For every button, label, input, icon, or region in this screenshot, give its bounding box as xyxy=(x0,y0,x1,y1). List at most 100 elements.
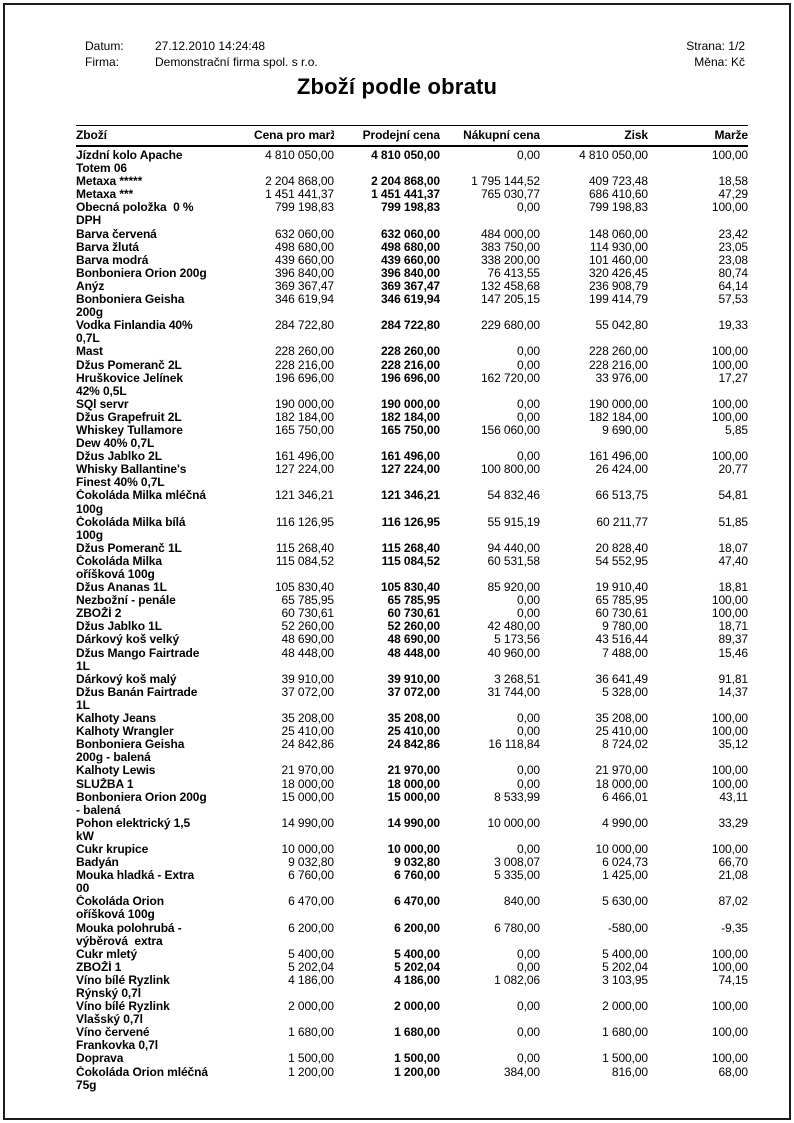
marze-cell: 100,00 xyxy=(711,606,748,621)
marze-cell: 35,12 xyxy=(718,737,748,752)
zisk-cell: 114 930,00 xyxy=(589,239,648,254)
zisk-cell: 4 810 050,00 xyxy=(579,148,648,162)
marze-cell: 23,05 xyxy=(718,239,748,254)
zisk-cell: 60 730,61 xyxy=(595,606,649,621)
table-row: Čokoláda Milka oříšková 100g 115 084,52 11… xyxy=(76,553,748,581)
nakupni-cena-cell: 3 268,51 xyxy=(494,671,540,686)
column-header-zbozi: Zboží xyxy=(76,125,254,147)
cena-pro-marzi-cell: 228 260,00 xyxy=(274,344,334,359)
cena-pro-marzi-cell: 115 268,40 xyxy=(275,540,334,555)
nakupni-cena-cell: 0,00 xyxy=(517,841,540,856)
zisk-cell: 54 552,95 xyxy=(595,553,649,568)
nakupni-cena-cell: 765 030,77 xyxy=(480,187,540,202)
marze-cell: 14,37 xyxy=(718,684,748,699)
table-row: Džus Grapefruit 2L 182 184,00 182 184,00 0,… xyxy=(76,409,748,424)
marze-cell: 47,40 xyxy=(718,553,748,568)
marze-cell: 100,00 xyxy=(711,449,748,464)
cena-pro-marzi-cell: 18 000,00 xyxy=(281,776,335,791)
name-cell: Víno červené Frankovka 0,7l xyxy=(76,1026,158,1053)
marze-cell: 100,00 xyxy=(711,593,748,608)
table-row: Cukr krupice 10 000,00 10 000,00 0,00 10 000… xyxy=(76,841,748,856)
table-row: Kalhoty Jeans 35 208,00 35 208,00 0,00 35 20… xyxy=(76,711,748,725)
report-table-body: Jízdní kolo Apache Totem 06 4 810 050,00 4… xyxy=(76,146,748,1092)
nakupni-cena-cell: 1 795 144,52 xyxy=(471,174,540,189)
name-cell: Dárkový koš velký xyxy=(76,633,180,647)
nakupni-cena-cell: 0,00 xyxy=(517,776,540,791)
report-table: Zboží Cena pro marži Prodejní cena Nákup… xyxy=(76,125,748,1092)
nakupni-cena-cell: 0,00 xyxy=(517,1025,540,1040)
prodejni-cena-cell: 9 032,80 xyxy=(394,855,440,870)
name-cell: Kalhoty Lewis xyxy=(76,764,156,778)
nakupni-cena-cell: 156 060,00 xyxy=(480,422,540,437)
marze-cell: 80,74 xyxy=(718,265,748,280)
nakupni-cena-cell: 0,00 xyxy=(517,409,540,424)
zisk-cell: 236 908,79 xyxy=(588,278,648,293)
cena-pro-marzi-cell: 21 970,00 xyxy=(281,763,335,778)
company-value: Demonstrační firma spol. s r.o. xyxy=(155,55,318,69)
name-cell: Whisky Ballantine's Finest 40% 0,7L xyxy=(76,463,187,490)
company-row: Firma: Demonstrační firma spol. s r.o. xyxy=(85,54,318,70)
cena-pro-marzi-cell: 116 126,95 xyxy=(275,514,334,529)
marze-cell: 5,85 xyxy=(725,422,748,437)
nakupni-cena-cell: 0,00 xyxy=(517,200,540,215)
marze-cell: 51,85 xyxy=(718,514,748,529)
name-cell: Jízdní kolo Apache Totem 06 xyxy=(76,148,183,176)
name-cell: Vodka Finlandia 40% 0,7L xyxy=(76,319,193,346)
name-cell: Čokoláda Milka oříšková 100g xyxy=(76,554,162,581)
nakupni-cena-cell: 384,00 xyxy=(503,1064,540,1079)
prodejni-cena-cell: 52 260,00 xyxy=(387,619,441,634)
cena-pro-marzi-cell: 4 186,00 xyxy=(288,972,334,987)
zisk-cell: 26 424,00 xyxy=(595,462,649,477)
marze-cell: 74,15 xyxy=(718,972,748,987)
zisk-cell: 199 414,79 xyxy=(588,292,648,307)
nakupni-cena-cell: 383 750,00 xyxy=(480,239,540,254)
prodejni-cena-cell: 632 060,00 xyxy=(380,226,440,241)
prodejni-cena-cell: 4 186,00 xyxy=(394,972,440,987)
table-row: Whisky Ballantine's Finest 40% 0,7L 127 2… xyxy=(76,463,748,489)
table-row: Bonboniera Geisha 200g - balená 24 842,86… xyxy=(76,738,748,764)
name-cell: Bonboniera Orion 200g - balená xyxy=(76,790,207,817)
name-cell: Metaxa *** xyxy=(76,188,134,202)
nakupni-cena-cell: 40 960,00 xyxy=(487,645,541,660)
table-row: Hruškovice Jelínek 42% 0,5L 196 696,00 196… xyxy=(76,371,748,398)
cena-pro-marzi-cell: 439 660,00 xyxy=(274,252,334,267)
table-row: Čokoláda Milka bílá 100g 116 126,95 116 12… xyxy=(76,514,748,542)
table-row: Barva červená 632 060,00 632 060,00 484 000… xyxy=(76,226,748,241)
column-header-prodejni-cena: Prodejní cena xyxy=(334,125,440,147)
prodejni-cena-cell: 115 084,52 xyxy=(381,553,441,568)
cena-pro-marzi-cell: 10 000,00 xyxy=(281,841,335,856)
marze-cell: 66,70 xyxy=(718,855,748,870)
marze-cell: 23,08 xyxy=(718,252,748,267)
name-cell: Metaxa ***** xyxy=(76,175,143,189)
date-label: Datum: xyxy=(85,39,124,53)
nakupni-cena-cell: 229 680,00 xyxy=(480,318,540,333)
marze-cell: 89,37 xyxy=(718,632,748,647)
nakupni-cena-cell: 0,00 xyxy=(517,724,540,739)
name-cell: Barva červená xyxy=(76,227,157,241)
table-row: Džus Ananas 1L 105 830,40 105 830,40 85 920… xyxy=(76,580,748,594)
name-cell: Pohon elektrický 1,5 kW xyxy=(76,816,191,843)
cena-pro-marzi-cell: 1 200,00 xyxy=(288,1064,334,1079)
nakupni-cena-cell: 0,00 xyxy=(517,344,540,359)
nakupni-cena-cell: 10 000,00 xyxy=(487,815,541,830)
table-row: Džus Jablko 2L 161 496,00 161 496,00 0,00 16… xyxy=(76,450,748,463)
marze-cell: 100,00 xyxy=(711,724,748,739)
cena-pro-marzi-cell: 6 470,00 xyxy=(288,894,334,909)
table-row: Bonboniera Geisha 200g 346 619,94 346 619,… xyxy=(76,292,748,319)
zisk-cell: 8 724,02 xyxy=(602,737,648,752)
name-cell: Whiskey Tullamore Dew 40% 0,7L xyxy=(76,423,183,451)
name-cell: Nezbožní - penále xyxy=(76,594,176,608)
prodejni-cena-cell: 346 619,94 xyxy=(380,292,440,307)
nakupni-cena-cell: 3 008,07 xyxy=(494,855,540,870)
cena-pro-marzi-cell: 48 690,00 xyxy=(281,632,335,647)
marze-cell: 91,81 xyxy=(718,671,748,686)
zisk-cell: 7 488,00 xyxy=(602,645,648,660)
table-row: Metaxa ***** 2 204 868,00 2 204 868,00 1 79… xyxy=(76,175,748,188)
name-cell: Čokoláda Milka bílá 100g xyxy=(76,515,186,542)
table-row: ZBOŽÍ 2 60 730,61 60 730,61 0,00 60 730,61 10… xyxy=(76,607,748,620)
marze-cell: 68,00 xyxy=(718,1064,748,1079)
prodejni-cena-cell: 396 840,00 xyxy=(380,265,440,280)
name-cell: Obecná položka 0 % DPH xyxy=(76,201,194,228)
prodejni-cena-cell: 228 216,00 xyxy=(380,357,440,372)
nakupni-cena-cell: 0,00 xyxy=(517,959,540,974)
